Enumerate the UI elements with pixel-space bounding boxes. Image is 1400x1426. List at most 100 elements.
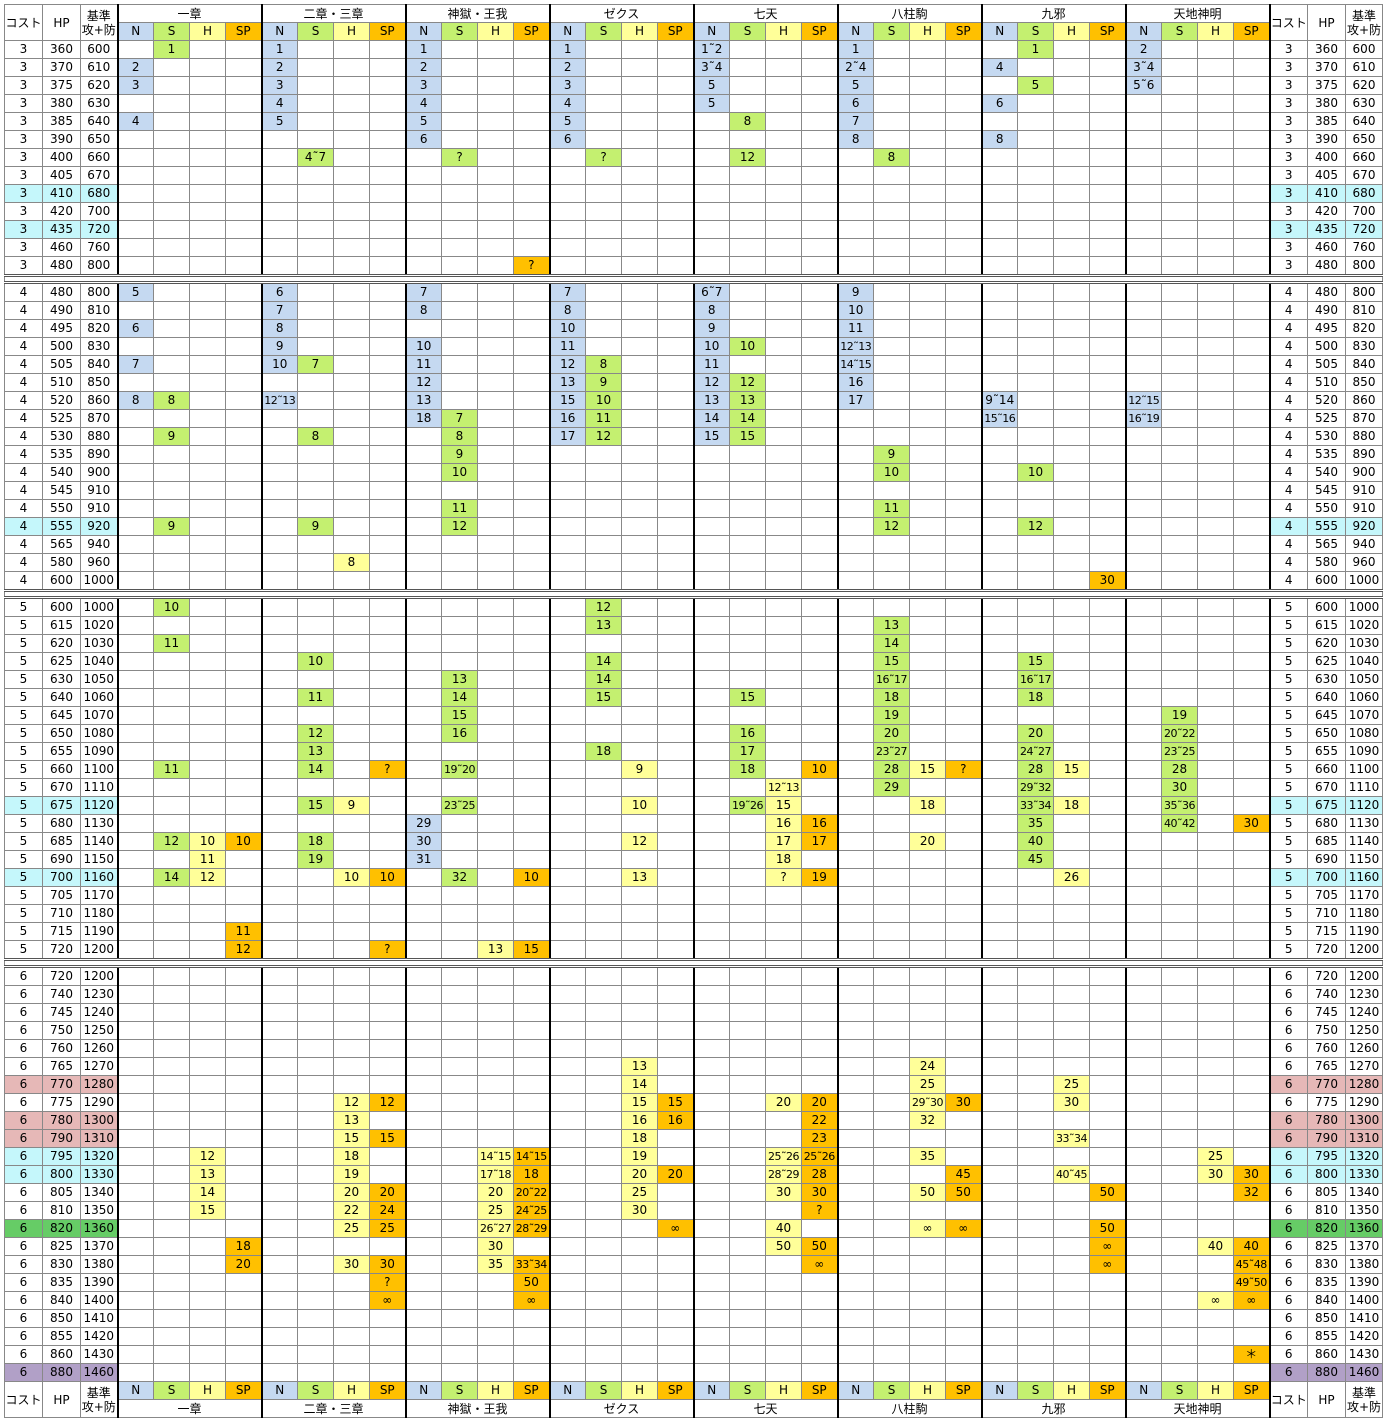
data-cell xyxy=(1053,148,1090,167)
data-cell xyxy=(837,868,874,887)
data-cell xyxy=(225,445,263,464)
data-cell xyxy=(585,1021,622,1040)
data-cell: 12 xyxy=(1017,517,1054,536)
data-cell: 8 xyxy=(549,301,586,320)
rarity-header-h: H xyxy=(621,1381,658,1400)
data-cell xyxy=(1125,814,1162,833)
data-cell: 30 xyxy=(333,1255,370,1274)
data-cell xyxy=(513,391,551,410)
data-cell xyxy=(1125,282,1162,302)
hp-cell: 520 xyxy=(1307,391,1346,410)
data-cell xyxy=(549,1129,586,1148)
cost-cell: 6 xyxy=(1269,1237,1308,1256)
data-cell xyxy=(1197,238,1234,257)
data-cell xyxy=(1233,148,1271,167)
data-cell xyxy=(837,463,874,482)
data-cell xyxy=(1017,220,1054,239)
data-cell: 23˜25 xyxy=(441,796,478,815)
data-cell: 25 xyxy=(1053,1075,1090,1094)
data-cell xyxy=(297,1255,334,1274)
data-cell xyxy=(909,1129,946,1148)
data-cell xyxy=(981,517,1018,536)
data-cell xyxy=(153,742,190,761)
data-cell xyxy=(981,319,1018,338)
data-cell xyxy=(909,517,946,536)
data-cell xyxy=(117,814,154,833)
data-cell: 11 xyxy=(225,922,263,941)
data-cell xyxy=(1089,427,1127,446)
data-cell xyxy=(477,301,514,320)
table-row: 5 670 1110 12˜13 29 29˜32 30 5 670 1110 xyxy=(4,778,1383,797)
cost-cell: 4 xyxy=(1269,499,1308,518)
data-cell xyxy=(153,1075,190,1094)
data-cell xyxy=(189,1291,226,1310)
data-cell xyxy=(333,427,370,446)
data-cell xyxy=(405,1183,442,1202)
data-cell xyxy=(837,904,874,923)
data-cell xyxy=(621,670,658,689)
rarity-header-s: S xyxy=(1161,22,1198,41)
data-cell xyxy=(1089,724,1127,743)
data-cell xyxy=(261,1075,298,1094)
hp-cell: 480 xyxy=(1307,256,1346,276)
data-cell xyxy=(693,1255,730,1274)
data-cell xyxy=(585,202,622,221)
data-cell xyxy=(1161,571,1198,591)
rarity-header-n: N xyxy=(117,1381,154,1400)
std-cell: 720 xyxy=(1345,220,1383,239)
data-cell xyxy=(513,427,551,446)
hp-cell: 630 xyxy=(42,670,81,689)
data-cell xyxy=(477,796,514,815)
data-cell xyxy=(765,634,802,653)
hp-cell: 580 xyxy=(42,553,81,572)
data-cell xyxy=(765,688,802,707)
data-cell: 9 xyxy=(153,427,190,446)
data-cell xyxy=(117,535,154,554)
std-cell: 860 xyxy=(1345,391,1383,410)
data-cell xyxy=(945,463,983,482)
table-row: 4 540 900 10 10 10 4 540 900 xyxy=(4,463,1383,482)
data-cell xyxy=(1197,724,1234,743)
data-cell xyxy=(297,966,334,986)
data-cell xyxy=(837,148,874,167)
data-cell xyxy=(1053,391,1090,410)
data-cell xyxy=(1233,1111,1271,1130)
data-cell xyxy=(477,868,514,887)
data-cell xyxy=(153,1363,190,1382)
data-cell xyxy=(909,499,946,518)
data-cell: 14 xyxy=(189,1183,226,1202)
data-cell xyxy=(333,373,370,392)
data-cell xyxy=(729,1057,766,1076)
data-cell: 29˜30 xyxy=(909,1093,946,1112)
data-cell xyxy=(837,409,874,428)
data-cell: 3 xyxy=(261,76,298,95)
data-cell xyxy=(729,634,766,653)
data-cell: 33˜34 xyxy=(1017,796,1054,815)
data-cell xyxy=(261,1129,298,1148)
data-cell xyxy=(837,1111,874,1130)
data-cell xyxy=(1053,463,1090,482)
data-cell xyxy=(189,1237,226,1256)
hp-cell: 510 xyxy=(42,373,81,392)
data-cell: 16 xyxy=(549,409,586,428)
data-cell xyxy=(1125,1075,1162,1094)
data-cell: 20 xyxy=(369,1183,407,1202)
std-cell: 1040 xyxy=(80,652,119,671)
cost-cell: 5 xyxy=(4,940,43,960)
data-cell xyxy=(153,1273,190,1292)
data-cell xyxy=(549,202,586,221)
data-cell xyxy=(1089,778,1127,797)
data-cell xyxy=(513,571,551,591)
data-cell xyxy=(261,130,298,149)
table-row: 3 385 640 4 5 5 5 8 7 3 385 640 xyxy=(4,112,1383,131)
hp-cell: 565 xyxy=(1307,535,1346,554)
data-cell xyxy=(513,1003,551,1022)
data-cell xyxy=(945,58,983,77)
data-cell: ? xyxy=(945,760,983,779)
hp-cell: 390 xyxy=(42,130,81,149)
data-cell: 25 xyxy=(333,1219,370,1238)
data-cell xyxy=(909,166,946,185)
data-cell: 9 xyxy=(873,445,910,464)
table-row: 4 545 910 4 545 910 xyxy=(4,481,1383,500)
data-cell xyxy=(333,40,370,59)
